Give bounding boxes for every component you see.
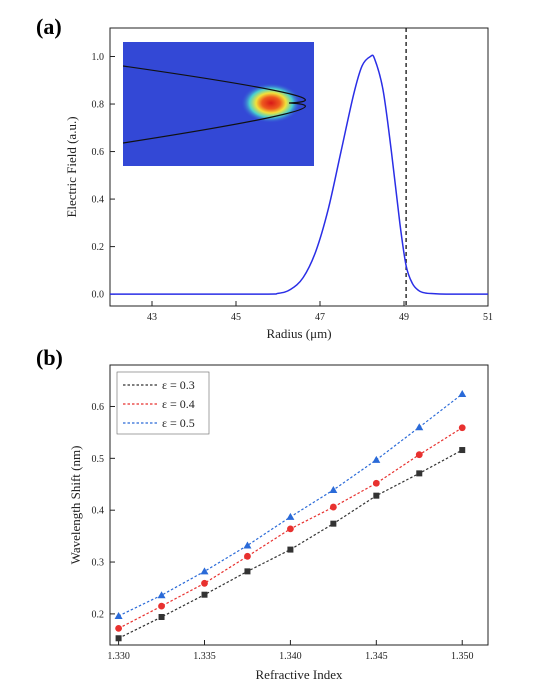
- panel-a-y-tick-label: 0.4: [92, 195, 105, 206]
- panel-b-x-tick-label: 1.350: [451, 651, 474, 662]
- data-point-1: [244, 552, 251, 560]
- panel-b-y-title: Wavelength Shift (nm): [68, 446, 83, 565]
- data-point-1: [329, 503, 337, 511]
- panel-a-y-tick-label: 0.2: [92, 242, 105, 253]
- data-point-1: [201, 579, 208, 587]
- panel-a-label: (a): [36, 14, 62, 39]
- data-point-0: [373, 492, 380, 499]
- data-point-1: [158, 602, 165, 610]
- panel-a-x-tick-label: 51: [483, 312, 493, 323]
- panel-b-x-tick-label: 1.330: [107, 651, 130, 662]
- panel-b-x-tick-label: 1.345: [365, 651, 388, 662]
- panel-a-ticks: 43 45 47 49 51 0.0 0.2 0.4 0.6 0.8 1.0: [92, 52, 494, 323]
- data-point-0: [459, 447, 466, 454]
- legend: ε = 0.3 ε = 0.4 ε = 0.5: [116, 371, 210, 435]
- data-point-0: [201, 591, 208, 598]
- legend-label-2: ε = 0.5: [162, 416, 195, 430]
- panel-a-y-tick-label: 1.0: [92, 52, 105, 63]
- data-point-0: [158, 614, 165, 620]
- data-point-2: [286, 512, 295, 520]
- panel-b-y-tick-label: 0.4: [92, 506, 105, 517]
- data-point-1: [287, 525, 294, 533]
- data-point-1: [372, 479, 380, 487]
- panel-b-label: (b): [36, 345, 63, 370]
- panel-b-y-tick-label: 0.2: [92, 609, 105, 620]
- panel-b-frame: [109, 364, 489, 646]
- panel-a-x-tick-label: 43: [147, 312, 157, 323]
- panel-a-x-tick-label: 49: [399, 312, 409, 323]
- data-point-0: [416, 470, 423, 477]
- legend-box: [116, 371, 210, 435]
- electric-field-line: [109, 54, 489, 295]
- panel-a-x-tick-label: 47: [315, 312, 325, 323]
- data-point-2: [458, 390, 467, 398]
- panel-a-series: [109, 54, 489, 295]
- data-point-2: [329, 485, 338, 493]
- panel-b-y-tick-label: 0.3: [92, 558, 105, 569]
- panel-b-ticks: 1.330 1.335 1.340 1.345 1.350 0.2 0.3 0.4 0.5 0.6: [92, 402, 474, 662]
- panel-b: (b) 1.330 1.335 1.340 1.345 1.350 0.2 0.3 0.4 0.…: [36, 345, 489, 682]
- data-point-2: [243, 541, 252, 549]
- data-point-2: [114, 611, 123, 619]
- panel-b-x-tick-label: 1.335: [193, 651, 216, 662]
- series-line-0: [118, 449, 463, 639]
- panel-b-series: [114, 390, 467, 642]
- data-point-2: [372, 455, 381, 463]
- data-point-2: [415, 423, 424, 431]
- panel-b-x-title: Refractive Index: [256, 667, 343, 682]
- panel-a-x-tick-label: 45: [231, 312, 241, 323]
- panel-b-x-tick-label: 1.340: [279, 651, 302, 662]
- data-point-2: [157, 591, 166, 599]
- data-point-1: [458, 424, 466, 432]
- data-point-1: [115, 625, 122, 632]
- panel-a: (a) 43 45 47 49 51 0.0 0.2 0.4 0.6 0.8 1.0 Radius …: [36, 14, 493, 341]
- data-point-0: [115, 635, 122, 642]
- legend-label-1: ε = 0.4: [162, 397, 195, 411]
- panel-a-x-title: Radius (μm): [266, 326, 331, 341]
- inset-boundary: [123, 65, 306, 144]
- panel-a-y-tick-label: 0.8: [92, 100, 105, 111]
- panel-a-y-title: Electric Field (a.u.): [64, 116, 79, 217]
- legend-items: ε = 0.3 ε = 0.4 ε = 0.5: [123, 378, 195, 430]
- data-point-1: [415, 451, 423, 459]
- panel-a-y-tick-label: 0.0: [92, 290, 105, 301]
- data-point-2: [200, 567, 209, 575]
- data-point-0: [287, 546, 294, 553]
- panel-b-y-tick-label: 0.5: [92, 454, 105, 465]
- panel-a-y-tick-label: 0.6: [92, 147, 105, 158]
- inset-field-map: [123, 42, 314, 166]
- data-point-0: [244, 568, 251, 575]
- panel-a-frame: [109, 27, 489, 307]
- legend-label-0: ε = 0.3: [162, 378, 195, 392]
- panel-b-y-tick-label: 0.6: [92, 402, 105, 413]
- data-point-0: [330, 520, 337, 527]
